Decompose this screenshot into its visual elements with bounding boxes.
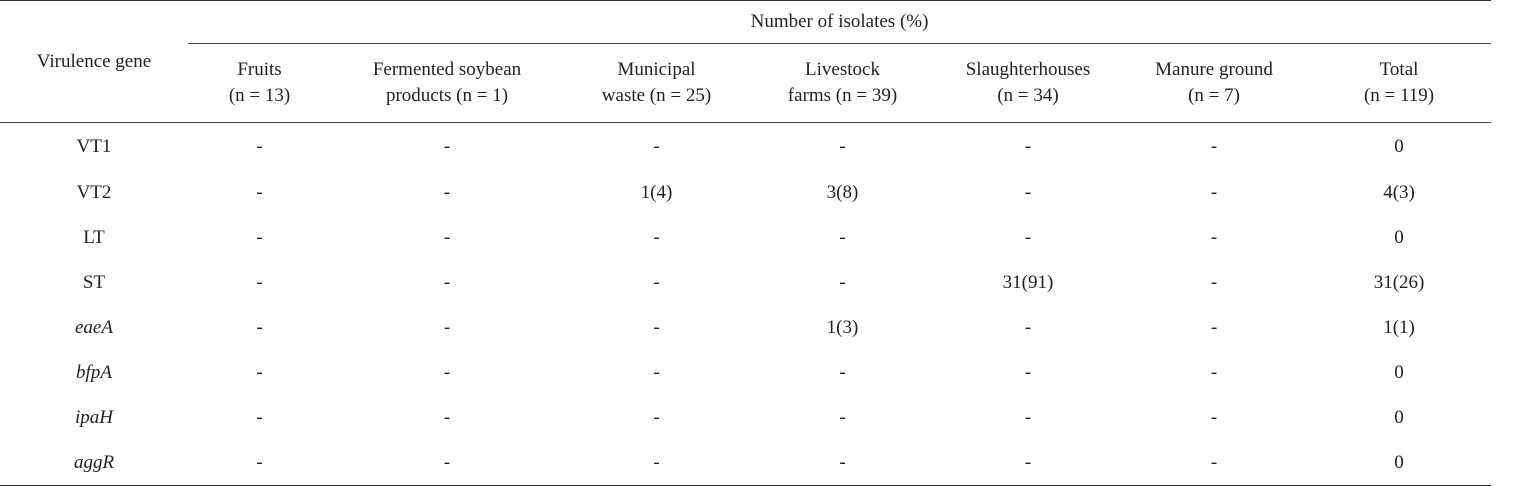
value-cell: - xyxy=(653,226,660,248)
value-cell: - xyxy=(1121,440,1307,486)
gene-name-cell: bfpA xyxy=(76,361,112,383)
value-cell: - xyxy=(256,361,263,383)
column-header-line1: Slaughterhouses xyxy=(965,59,1091,80)
gene-name-cell: aggR xyxy=(0,440,188,486)
value-cell: - xyxy=(1024,316,1032,338)
value-cell: - xyxy=(563,440,750,486)
column-header-line1: Fermented soybean xyxy=(372,59,522,80)
value-cell: - xyxy=(256,181,263,203)
value-cell: - xyxy=(443,406,451,428)
value-cell: - xyxy=(188,440,331,486)
group-header: Number of isolates (%) xyxy=(188,0,1492,44)
gene-name-cell: eaeA xyxy=(75,316,113,338)
value-cell: 31(91) xyxy=(1002,271,1054,293)
value-cell: - xyxy=(443,271,451,293)
value-cell: - xyxy=(256,316,263,338)
column-header-row: Fruits (n = 13) Fermented soybean products … xyxy=(0,43,1492,123)
value-cell: - xyxy=(443,361,451,383)
value-cell: - xyxy=(653,361,660,383)
value-cell: 1(1) xyxy=(1383,316,1415,338)
column-header: Fruits (n = 13) xyxy=(188,43,331,123)
column-header-line2: (n = 7) xyxy=(1188,85,1240,106)
column-header-line2: farms (n = 39) xyxy=(787,85,898,106)
value-cell: 1(3) xyxy=(826,316,859,338)
table-row: bfpA - - - - - - 0 xyxy=(0,350,1491,395)
column-header-line1: Manure ground xyxy=(1155,59,1273,80)
table-body: VT1- - - - - -0 VT2- -1(4) 3(8) - -4(3) LT - - - - - -0 ST… xyxy=(0,123,1492,486)
value-cell: - xyxy=(1024,226,1032,248)
value-cell: 0 xyxy=(1307,440,1492,486)
column-header-line1: Municipal xyxy=(617,59,696,80)
column-header: Manure ground (n = 7) xyxy=(1121,43,1307,123)
value-cell: - xyxy=(256,226,263,248)
value-cell: - xyxy=(443,135,451,157)
column-header: Total (n = 119) xyxy=(1307,43,1492,123)
value-cell: - xyxy=(331,440,563,486)
value-cell: - xyxy=(1210,226,1218,248)
value-cell: 0 xyxy=(1394,361,1404,383)
value-cell: - xyxy=(839,135,846,157)
value-cell: - xyxy=(443,316,451,338)
value-cell: - xyxy=(1210,271,1218,293)
column-header-line1: Livestock xyxy=(805,59,880,80)
value-cell: 4(3) xyxy=(1383,181,1415,203)
value-cell: - xyxy=(1024,406,1032,428)
column-header: Municipal waste (n = 25) xyxy=(563,43,750,123)
table-row: VT1 - - - - - - 0 xyxy=(0,123,1491,171)
value-cell: 31(26) xyxy=(1373,271,1425,293)
table-row: eaeA - - - 1(3) - - 1(1) xyxy=(0,305,1491,350)
column-header-line2: (n = 119) xyxy=(1363,85,1435,106)
value-cell: - xyxy=(1024,181,1032,203)
table-row: VT2 - - 1(4) 3(8) - - 4(3) xyxy=(0,170,1491,215)
gene-name-cell: LT xyxy=(83,226,105,248)
value-cell: - xyxy=(1210,316,1218,338)
value-cell: - xyxy=(256,406,263,428)
column-header-line2: waste (n = 25) xyxy=(601,85,712,106)
value-cell: - xyxy=(1024,361,1032,383)
value-cell: - xyxy=(1024,135,1032,157)
value-cell: 1(4) xyxy=(640,181,673,203)
column-header: Livestock farms (n = 39) xyxy=(750,43,935,123)
value-cell: 0 xyxy=(1394,135,1404,157)
gene-name-cell: VT1 xyxy=(76,135,112,157)
value-cell: - xyxy=(839,226,846,248)
table-row: aggR - - - - - -0 xyxy=(0,440,1492,486)
value-cell: - xyxy=(935,440,1121,486)
value-cell: - xyxy=(750,440,935,486)
column-header: Fermented soybean products (n = 1) xyxy=(331,43,563,123)
value-cell: - xyxy=(653,271,660,293)
value-cell: - xyxy=(443,226,451,248)
value-cell: - xyxy=(1210,361,1218,383)
value-cell: - xyxy=(1210,135,1218,157)
gene-name-cell: VT2 xyxy=(76,181,112,203)
column-header-line2: (n = 34) xyxy=(997,85,1059,106)
value-cell: - xyxy=(653,406,660,428)
table-row: ST - - - - 31(91) - 31(26) xyxy=(0,260,1491,305)
column-header-line2: products (n = 1) xyxy=(385,85,509,106)
value-cell: - xyxy=(653,135,660,157)
value-cell: 0 xyxy=(1394,226,1404,248)
value-cell: - xyxy=(256,271,263,293)
table-row: ipaH - - - - - - 0 xyxy=(0,395,1491,440)
column-header: Slaughterhouses (n = 34) xyxy=(935,43,1121,123)
value-cell: - xyxy=(1210,406,1218,428)
value-cell: - xyxy=(839,406,846,428)
value-cell: - xyxy=(839,361,846,383)
column-header-line1: Fruits xyxy=(237,59,282,80)
value-cell: - xyxy=(653,316,660,338)
value-cell: - xyxy=(443,181,451,203)
value-cell: 0 xyxy=(1394,406,1404,428)
value-cell: - xyxy=(1210,181,1218,203)
value-cell: - xyxy=(839,271,846,293)
gene-name-cell: ipaH xyxy=(75,406,113,428)
column-header-line2: (n = 13) xyxy=(228,85,291,106)
stub-header: Virulence gene xyxy=(0,0,188,123)
gene-name-cell: ST xyxy=(82,271,106,293)
value-cell: - xyxy=(256,135,263,157)
value-cell: 3(8) xyxy=(826,181,859,203)
table-row: LT - - - - - - 0 xyxy=(0,215,1491,260)
column-header-line1: Total xyxy=(1379,59,1419,80)
